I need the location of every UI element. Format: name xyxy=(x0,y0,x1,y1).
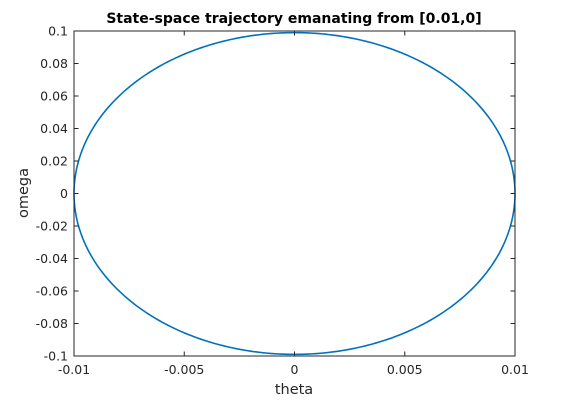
x-tick-label: 0.005 xyxy=(387,362,423,377)
y-tick-label: 0.06 xyxy=(40,89,68,104)
x-axis: -0.01 -0.005 0 0.005 0.01 xyxy=(58,31,529,377)
y-tick-label: -0.06 xyxy=(36,284,68,299)
y-tick-label: 0.1 xyxy=(48,24,68,39)
y-tick-label: 0.04 xyxy=(40,121,68,136)
y-tick-label: -0.08 xyxy=(36,316,68,331)
x-tick-label: 0 xyxy=(291,362,299,377)
y-tick-label: -0.1 xyxy=(44,349,68,364)
x-tick-label: -0.005 xyxy=(164,362,204,377)
x-axis-label: theta xyxy=(275,382,313,398)
y-tick-label: 0 xyxy=(60,186,68,201)
x-tick-label: 0.01 xyxy=(501,362,529,377)
y-axis-label: omega xyxy=(16,168,32,218)
y-tick-label: 0.08 xyxy=(40,56,68,71)
chart-title: State-space trajectory emanating from [0… xyxy=(106,11,481,27)
plot-area xyxy=(73,30,516,357)
y-axis: -0.1 -0.08 -0.06 -0.04 -0.02 0 0.02 0.04 0.06 0.0… xyxy=(36,24,515,364)
y-tick-label: -0.04 xyxy=(36,251,68,266)
axes-background xyxy=(74,31,515,356)
y-tick-label: 0.02 xyxy=(40,154,68,169)
y-tick-label: -0.02 xyxy=(36,219,68,234)
x-tick-label: -0.01 xyxy=(58,362,90,377)
